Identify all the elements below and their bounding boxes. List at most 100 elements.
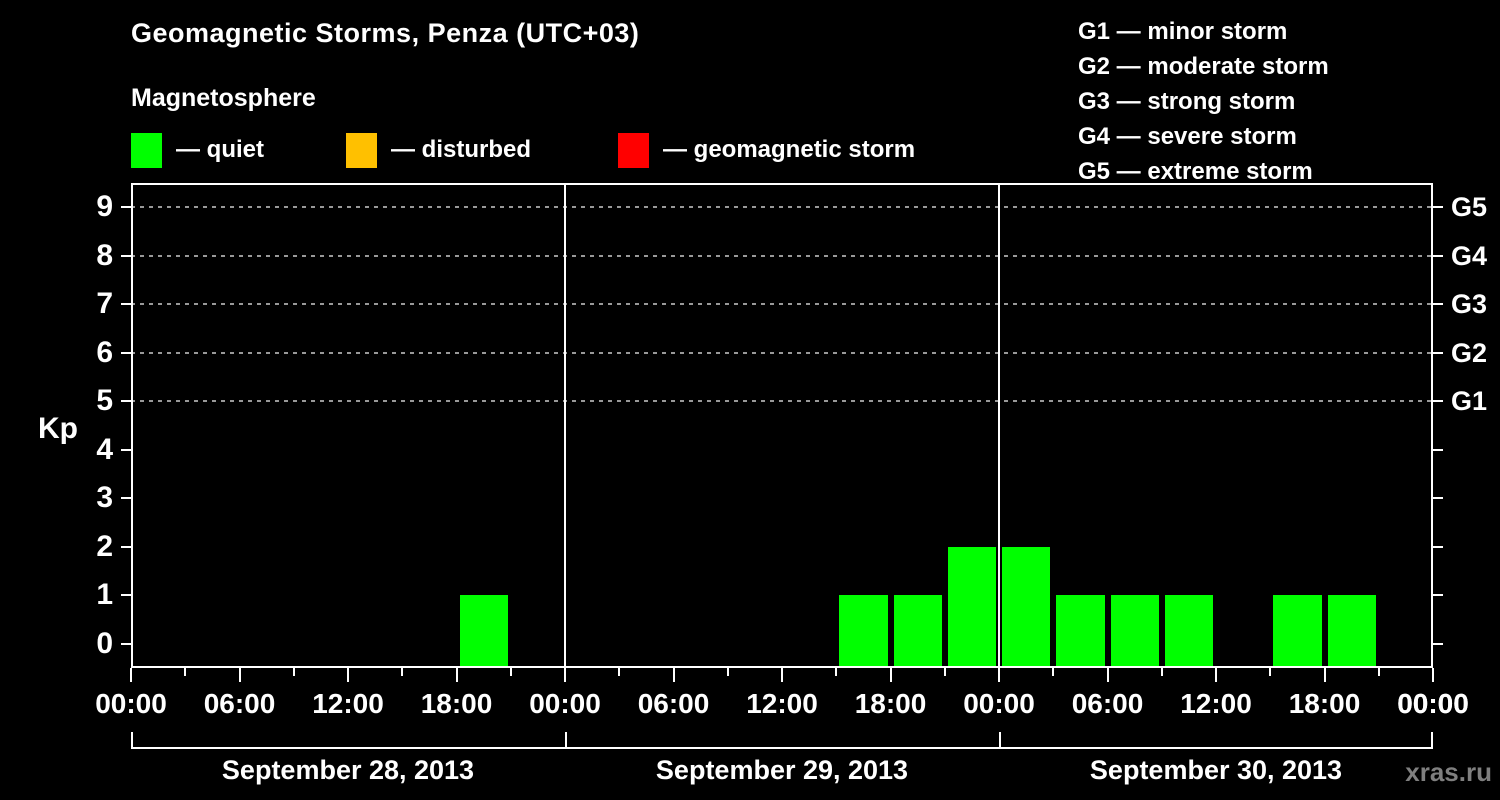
y-axis-tick-left — [121, 254, 131, 257]
x-axis-tick-minor — [292, 668, 295, 676]
gridline-G1 — [131, 400, 1433, 403]
x-axis-tick-major — [672, 668, 675, 682]
x-tick-label: 00:00 — [95, 688, 167, 719]
x-tick-label: 12:00 — [746, 688, 818, 719]
y-axis-tick-right — [1433, 497, 1443, 500]
x-axis-tick-major — [1432, 668, 1434, 682]
x-axis-tick-major — [1106, 668, 1109, 682]
gridline-G4 — [131, 254, 1433, 257]
gridline-G5 — [131, 206, 1433, 209]
legend-label: — geomagnetic storm — [663, 136, 916, 163]
y-tick-label: 4 — [96, 432, 113, 466]
kp-bar — [1327, 595, 1376, 668]
x-tick-label: 00:00 — [1397, 688, 1469, 719]
x-axis-tick-minor — [509, 668, 512, 676]
chart-title: Geomagnetic Storms, Penza (UTC+03) — [131, 18, 640, 48]
kp-bar — [1056, 595, 1105, 668]
y-axis-tick-left — [121, 497, 131, 500]
y-axis-tick-left — [121, 206, 131, 209]
y-axis-tick-left — [121, 448, 131, 451]
storm-scale-row: G4 — severe storm — [1078, 123, 1297, 150]
date-bracket-tick — [565, 732, 567, 748]
storm-scale-row: G1 — minor storm — [1078, 18, 1288, 45]
chart-subtitle: Magnetosphere — [131, 84, 316, 112]
watermark: xras.ru — [1405, 757, 1492, 787]
y-axis-tick-left — [121, 642, 131, 645]
y-tick-label: 2 — [96, 529, 113, 563]
legend-item-geomagnetic-storm: — geomagnetic storm — [618, 132, 915, 168]
y-tick-label: 9 — [96, 190, 113, 224]
y-tick-label: 5 — [96, 384, 113, 418]
g-scale-label: G4 — [1451, 240, 1488, 271]
day-boundary-line — [564, 183, 566, 668]
kp-bar — [1002, 546, 1051, 668]
x-tick-label: 06:00 — [203, 688, 276, 719]
x-axis-tick-minor — [1377, 668, 1380, 676]
x-axis-tick-major — [564, 668, 566, 682]
storm-scale-row: G5 — extreme storm — [1078, 158, 1313, 185]
x-tick-label: 00:00 — [1397, 688, 1469, 719]
date-label: September 30, 2013 — [1089, 755, 1343, 785]
y-axis-tick-right — [1433, 448, 1443, 451]
x-axis-tick-major — [238, 668, 241, 682]
storm-scale-row: G3 — strong storm — [1078, 88, 1296, 115]
y-axis-tick-right — [1433, 351, 1443, 354]
x-axis-tick-major — [455, 668, 458, 682]
date-bracket — [131, 747, 1433, 749]
kp-bar — [839, 595, 888, 668]
g-scale-label: G5 — [1451, 192, 1488, 223]
y-axis-tick-right — [1433, 303, 1443, 306]
kp-bar — [947, 546, 996, 668]
y-axis-tick-right — [1433, 254, 1443, 257]
x-axis-tick-minor — [1160, 668, 1163, 676]
x-axis-tick-minor — [401, 668, 404, 676]
x-axis-tick-major — [1215, 668, 1217, 682]
x-tick-label: 00:00 — [529, 688, 601, 719]
x-axis-tick-major — [889, 668, 892, 682]
date-bracket-tick — [999, 732, 1001, 748]
date-label: September 29, 2013 — [655, 755, 909, 785]
x-tick-label: 18:00 — [854, 688, 927, 719]
storm-scale-legend: G1 — minor storm G2 — moderate storm G3 — … — [1078, 14, 1329, 189]
x-tick-label: 18:00 — [1288, 688, 1361, 719]
geomagnetic-storm-swatch — [618, 132, 649, 168]
y-axis-tick-left — [121, 545, 131, 548]
g-scale-label: G3 — [1451, 289, 1488, 320]
date-label: September 28, 2013 — [221, 755, 475, 785]
disturbed-swatch — [346, 132, 377, 168]
y-tick-label: 1 — [96, 578, 113, 612]
date-bracket-tick — [131, 732, 133, 748]
x-axis-tick-major — [130, 668, 132, 682]
g-scale-label: G1 — [1451, 386, 1488, 417]
g-scale-label: G2 — [1451, 337, 1488, 368]
x-axis-tick-major — [347, 668, 349, 682]
y-axis-tick-left — [121, 594, 131, 597]
y-axis-tick-right — [1433, 594, 1443, 597]
legend-item-disturbed: — disturbed — [346, 132, 531, 168]
legend-item-quiet: — quiet — [131, 132, 264, 168]
x-tick-label: 12:00 — [312, 688, 384, 719]
y-axis-tick-left — [121, 303, 131, 306]
kp-bar — [1273, 595, 1322, 668]
y-tick-label: 3 — [96, 481, 113, 515]
y-tick-label: 7 — [96, 287, 113, 321]
y-axis-tick-right — [1433, 545, 1443, 548]
legend-label: — disturbed — [391, 136, 532, 163]
quiet-swatch — [131, 132, 162, 168]
x-tick-label: 06:00 — [637, 688, 710, 719]
x-axis-tick-minor — [835, 668, 838, 676]
x-axis-tick-minor — [1052, 668, 1055, 676]
day-boundary-line — [998, 183, 1000, 668]
y-tick-label: 8 — [96, 238, 113, 272]
y-axis-tick-right — [1433, 400, 1443, 403]
storm-scale-row: G2 — moderate storm — [1078, 53, 1329, 80]
gridline-G3 — [131, 303, 1433, 306]
x-axis-tick-minor — [618, 668, 621, 676]
kp-bar — [1164, 595, 1213, 668]
y-axis-tick-right — [1433, 642, 1443, 645]
x-axis-tick-major — [1323, 668, 1326, 682]
date-bracket-tick — [1431, 732, 1433, 748]
y-tick-label: 0 — [96, 626, 113, 660]
x-axis-tick-minor — [184, 668, 187, 676]
